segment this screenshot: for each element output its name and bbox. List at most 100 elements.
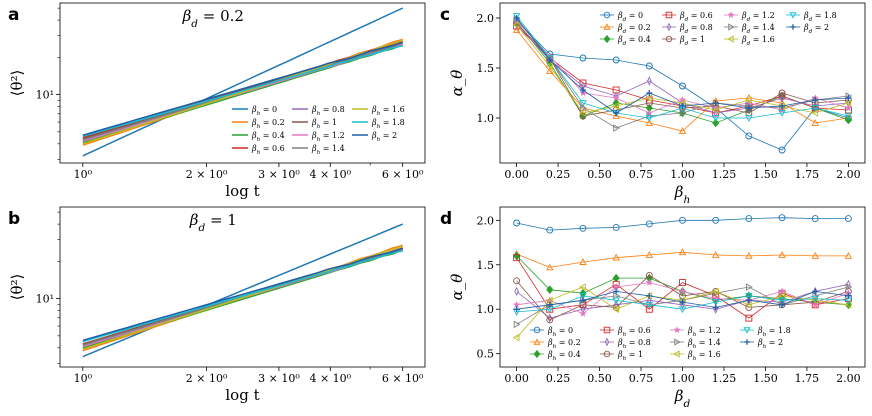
data-point: [778, 292, 785, 300]
x-tick-label: 0.00: [504, 168, 529, 181]
x-tick-label: 0.50: [587, 372, 612, 385]
x-tick-label: 1.25: [712, 168, 737, 181]
legend-label: βh = 0: [547, 326, 573, 338]
legend-marker: [673, 326, 681, 334]
data-point: [778, 146, 786, 154]
series-line-1: [516, 251, 849, 268]
x-tick-label: 1.50: [753, 372, 778, 385]
legend-marker: [790, 24, 796, 30]
legend-label: βh = 1.6: [687, 350, 721, 362]
data-point: [512, 300, 521, 309]
data-point: [612, 305, 619, 313]
legend-label: βh = 0.6: [617, 326, 651, 338]
data-point: [713, 108, 718, 118]
y-tick-label: 1.0: [477, 112, 495, 125]
data-point: [513, 306, 520, 313]
data-point: [745, 105, 752, 111]
legend-marker: [728, 23, 735, 31]
y-tick-label: 2.0: [477, 12, 495, 25]
y-tick-label: 2.0: [477, 214, 495, 227]
data-point: [612, 282, 620, 291]
data-point: [612, 253, 620, 261]
data-point: [679, 109, 687, 117]
x-tick-label: 10⁰: [74, 168, 93, 181]
legend-label: βh = 1.2: [311, 131, 345, 143]
data-point: [745, 251, 753, 259]
legend-marker: [666, 22, 672, 32]
legend-label: βh = 1.4: [311, 144, 345, 156]
legend-label: βh = 1: [617, 350, 643, 362]
legend-marker: [674, 338, 681, 346]
data-point: [645, 271, 653, 279]
legend-label: βh = 1.8: [757, 326, 791, 338]
data-point: [812, 286, 818, 297]
y-axis-label: α_θ: [448, 70, 466, 97]
legend: βd = 0βd = 0.2βd = 0.4βd = 0.6βd = 0.8βd…: [600, 11, 837, 47]
data-point: [579, 258, 587, 265]
data-point: [679, 216, 686, 224]
legend-label: βd = 2: [803, 23, 829, 35]
data-point: [612, 297, 620, 305]
legend-label: βh = 0.2: [251, 118, 285, 130]
x-tick-label: 3 × 10⁰: [258, 168, 300, 181]
legend-label: βd = 0.8: [679, 23, 713, 35]
data-point: [646, 292, 653, 299]
data-point: [845, 283, 853, 291]
legend-label: βh = 1.8: [371, 118, 405, 130]
data-point: [645, 94, 653, 102]
data-point: [779, 301, 786, 308]
data-point: [613, 288, 620, 295]
legend-marker: [789, 12, 797, 19]
plot-frame: [59, 2, 426, 164]
legend-label: βh = 1: [311, 118, 337, 130]
series-line-7: [516, 18, 849, 129]
data-point: [712, 118, 720, 128]
data-point: [513, 320, 521, 329]
data-point: [811, 105, 819, 112]
data-point: [812, 101, 818, 111]
x-tick-label: 10⁰: [74, 372, 93, 385]
data-point: [612, 223, 620, 231]
data-point: [580, 104, 587, 112]
data-point: [646, 90, 653, 96]
legend-label: βd = 0.6: [679, 11, 713, 23]
legend-label: βd = 0: [617, 11, 643, 23]
series-line-0: [82, 7, 404, 157]
data-point: [711, 106, 719, 114]
data-point: [579, 100, 587, 107]
legend-marker: [603, 326, 611, 334]
x-tick-label: 0.50: [587, 168, 612, 181]
data-point: [779, 103, 786, 109]
panel-title: βd = 0.2: [182, 7, 244, 30]
data-point: [844, 113, 853, 120]
series-line-10: [82, 247, 403, 342]
y-axis-label: ⟨θ²⟩: [8, 274, 26, 301]
data-point: [513, 15, 520, 21]
data-point: [778, 287, 786, 295]
legend-label: βd = 1: [679, 35, 705, 47]
data-point: [678, 306, 687, 314]
data-point: [647, 295, 652, 305]
legend-label: βd = 1.2: [741, 11, 775, 23]
legend-label: βh = 1.2: [687, 326, 721, 338]
series-line-5: [516, 274, 849, 321]
legend-marker: [744, 339, 750, 345]
panel-letter: a: [8, 5, 19, 25]
x-tick-label: 0.75: [629, 168, 654, 181]
data-point: [845, 95, 852, 101]
data-point: [612, 93, 620, 102]
data-point: [745, 215, 753, 223]
y-axis-label: ⟨θ²⟩: [8, 70, 26, 97]
x-tick-label: 2.00: [836, 372, 861, 385]
x-axis-label: log t: [225, 182, 259, 200]
x-tick-label: 1.00: [670, 168, 695, 181]
legend-label: βd = 1.8: [803, 11, 837, 23]
data-point: [811, 251, 819, 259]
y-tick-label: 1.0: [477, 303, 495, 316]
data-point: [546, 57, 553, 63]
data-point: [678, 248, 687, 256]
series-line-0: [516, 217, 849, 231]
data-point: [579, 87, 586, 93]
legend-marker: [727, 35, 734, 43]
